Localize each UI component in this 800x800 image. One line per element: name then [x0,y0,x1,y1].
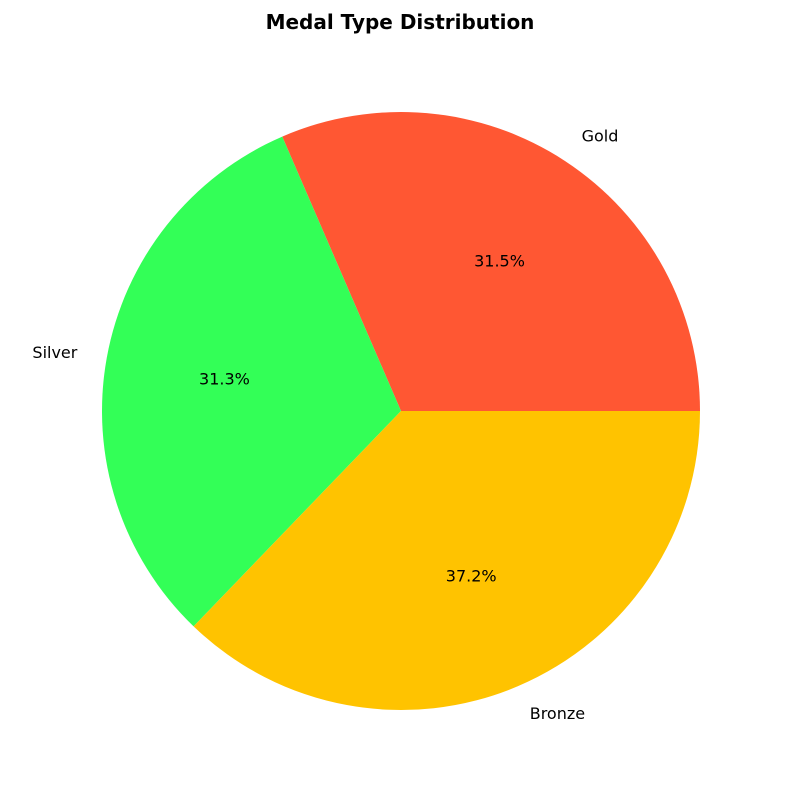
pie-slice-silver [101,136,401,627]
slice-percent-gold: 31.5% [474,252,525,271]
slice-percent-bronze: 37.2% [446,567,497,586]
slice-label-gold: Gold [582,127,619,146]
slice-percent-silver: 31.3% [199,370,250,389]
slice-label-bronze: Bronze [530,704,585,723]
pie-slice-bronze [193,411,700,710]
slice-label-silver: Silver [32,343,77,362]
pie-slice-gold [282,111,700,411]
chart-title: Medal Type Distribution [265,10,535,34]
